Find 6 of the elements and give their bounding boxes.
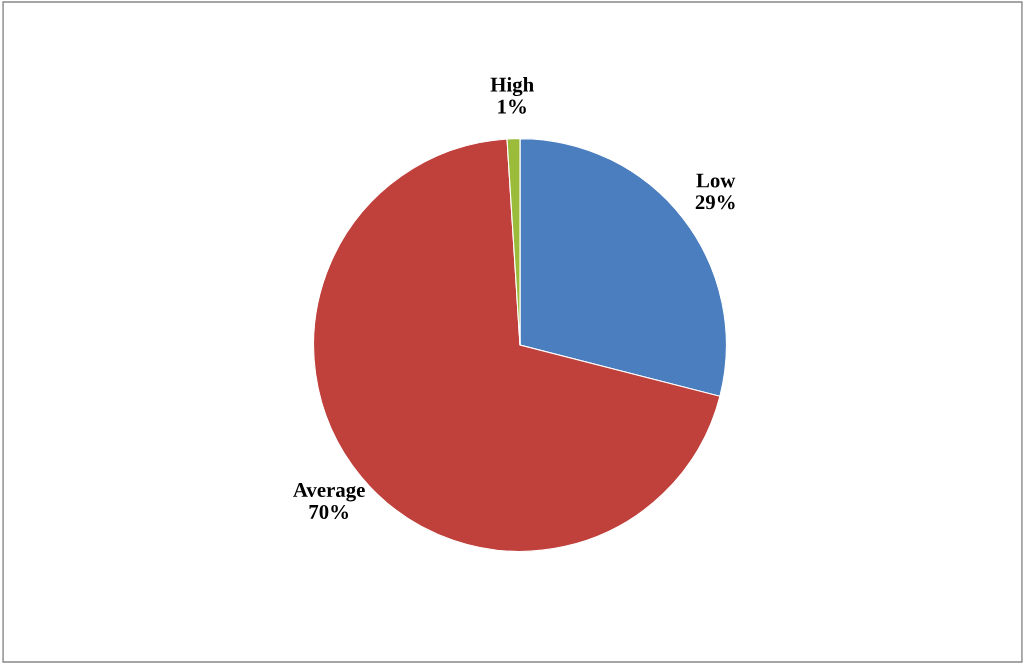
data-label: 1% bbox=[498, 99, 526, 114]
slice-label: High bbox=[490, 77, 534, 97]
data-label: 70% bbox=[309, 504, 349, 520]
data-label: 29% bbox=[695, 195, 735, 210]
slice-label: Low bbox=[696, 173, 736, 188]
slice-label: Average bbox=[293, 483, 365, 502]
